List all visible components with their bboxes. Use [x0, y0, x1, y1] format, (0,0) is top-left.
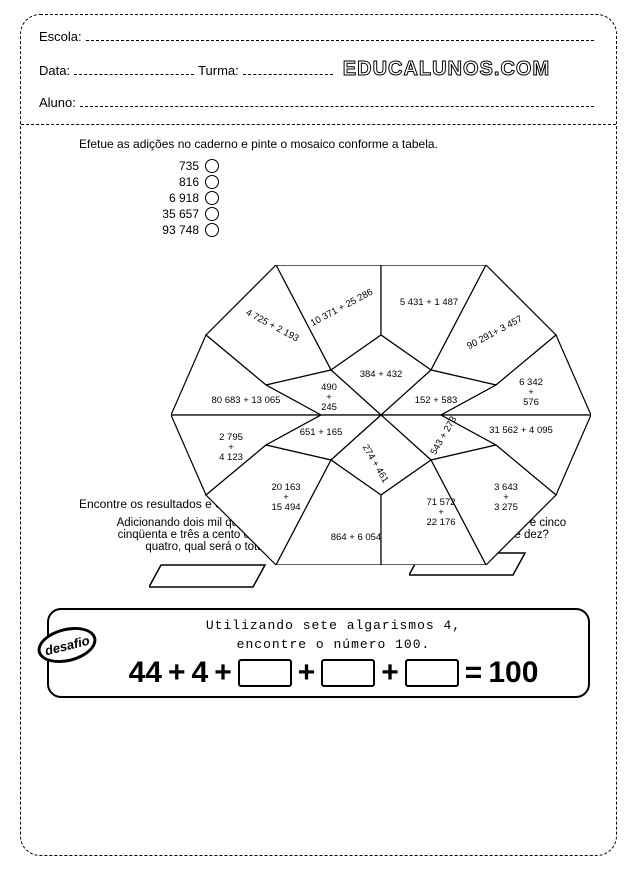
plus-icon: +	[298, 656, 316, 690]
aluno-label: Aluno:	[39, 95, 76, 110]
hexagon-mosaic: 10 371 + 25 286 5 431 + 1 487 4 725 + 2 …	[171, 265, 591, 565]
legend-circle-icon[interactable]	[205, 175, 219, 189]
escola-label: Escola:	[39, 29, 82, 44]
cell-text: 5 431 + 1 487	[400, 297, 458, 308]
legend-circle-icon[interactable]	[205, 223, 219, 237]
legend-item: 735	[109, 159, 219, 173]
legend-item: 35 657	[109, 207, 219, 221]
legend-circle-icon[interactable]	[205, 191, 219, 205]
legend-num: 735	[179, 159, 199, 173]
challenge-panel: desafio Utilizando sete algarismos 4, en…	[47, 608, 590, 698]
challenge-equation: 44 + 4 + + + = 100	[89, 656, 578, 690]
escola-line[interactable]	[86, 31, 594, 41]
legend-item: 6 918	[109, 191, 219, 205]
cell-text: 384 + 432	[360, 369, 403, 380]
legend-num: 816	[179, 175, 199, 189]
blank-box[interactable]	[238, 659, 292, 687]
worksheet-page: Escola: Data: Turma: EDUCALUNOS.COM Alun…	[20, 14, 617, 856]
data-label: Data:	[39, 63, 70, 78]
legend-item: 816	[109, 175, 219, 189]
challenge-title-1: Utilizando sete algarismos 4,	[89, 618, 578, 633]
cell-text: 80 683 + 13 065	[212, 395, 281, 406]
legend-num: 6 918	[169, 191, 199, 205]
data-line[interactable]	[74, 65, 194, 75]
brand-logo: EDUCALUNOS.COM	[343, 58, 550, 81]
plus-icon: +	[168, 656, 186, 690]
header-aluno-row: Aluno:	[39, 95, 598, 110]
blank-box[interactable]	[321, 659, 375, 687]
blank-box[interactable]	[405, 659, 459, 687]
cell-text: 31 562 + 4 095	[489, 425, 553, 436]
equals-icon: =	[465, 656, 483, 690]
turma-line[interactable]	[243, 65, 333, 75]
legend-circle-icon[interactable]	[205, 207, 219, 221]
eq-4: 4	[192, 656, 209, 690]
plus-icon: +	[214, 656, 232, 690]
eq-44: 44	[129, 656, 162, 690]
divider	[21, 124, 616, 125]
aluno-line[interactable]	[80, 97, 594, 107]
legend-list: 735 816 6 918 35 657 93 748	[109, 159, 598, 237]
header-escola-row: Escola:	[39, 29, 598, 44]
plus-icon: +	[381, 656, 399, 690]
header-data-row: Data: Turma: EDUCALUNOS.COM	[39, 58, 598, 81]
legend-item: 93 748	[109, 223, 219, 237]
legend-num: 35 657	[162, 207, 199, 221]
legend-num: 93 748	[162, 223, 199, 237]
eq-100: 100	[488, 656, 538, 690]
answer-box-1[interactable]	[149, 561, 269, 591]
challenge-title-2: encontre o número 100.	[89, 637, 578, 652]
legend-circle-icon[interactable]	[205, 159, 219, 173]
cell-text: 152 + 583	[415, 395, 458, 406]
cell-text: 651 + 165	[300, 427, 343, 438]
turma-label: Turma:	[198, 63, 239, 78]
cell-text: 864 + 6 054	[331, 532, 381, 543]
instruction-1: Efetue as adições no caderno e pinte o m…	[79, 137, 598, 151]
